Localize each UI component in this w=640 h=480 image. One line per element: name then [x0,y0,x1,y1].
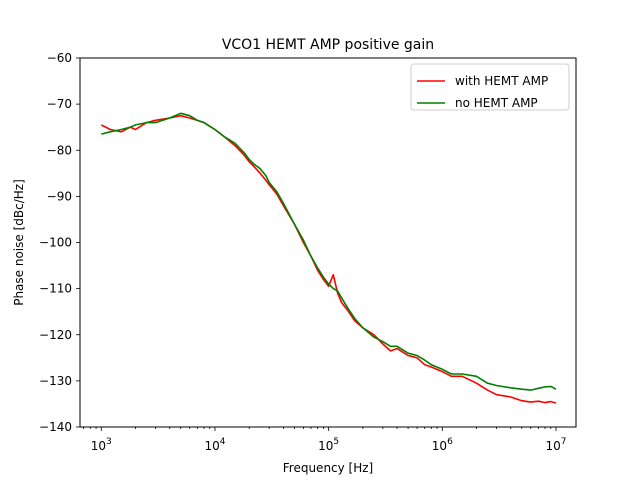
x-tick-label: 106 [432,437,453,453]
x-tick-label-base: 10 [91,439,106,453]
y-tick-label: −90 [47,189,72,203]
plot-area: 103 104 105 106 107 −60−70−80−90−100−110−120… [39,51,577,453]
series-line-2 [101,112,557,391]
x-axis-ticks: 103 104 105 106 107 [83,427,566,453]
y-tick-label: −60 [47,51,72,65]
x-tick-label: 107 [545,437,566,453]
y-axis-label: Phase noise [dBc/Hz] [12,179,26,306]
y-tick-label: −70 [47,97,72,111]
y-tick-label: −110 [39,282,72,296]
series-layer [100,112,557,404]
x-tick-label-exponent: 5 [333,437,339,447]
x-tick-label-base: 10 [545,439,560,453]
x-tick-label: 103 [91,437,112,453]
y-tick-label: −140 [39,420,72,434]
x-tick-label-exponent: 4 [220,437,226,447]
y-tick-label: −80 [47,143,72,157]
x-tick-label-base: 10 [318,439,333,453]
y-tick-label: −100 [39,236,72,250]
legend-box [410,63,570,111]
x-tick-label: 105 [318,437,339,453]
chart-title: VCO1 HEMT AMP positive gain [222,37,434,53]
legend: with HEMT AMP no HEMT AMP [410,63,570,111]
x-tick-label-base: 10 [432,439,447,453]
series-line-1 [100,114,557,404]
y-tick-label: −130 [39,374,72,388]
x-tick-label-exponent: 7 [561,437,567,447]
y-tick-label: −120 [39,328,72,342]
x-tick-label: 104 [204,437,225,453]
x-tick-label-exponent: 6 [447,437,453,447]
legend-label: with HEMT AMP [455,74,548,88]
x-axis-label: Frequency [Hz] [283,461,374,475]
x-tick-label-base: 10 [204,439,219,453]
legend-label: no HEMT AMP [455,96,538,110]
y-axis-ticks: −60 −70 −80 −90 −100 −110 −120 −130 −140 [39,51,80,434]
x-tick-label-exponent: 3 [106,437,112,447]
